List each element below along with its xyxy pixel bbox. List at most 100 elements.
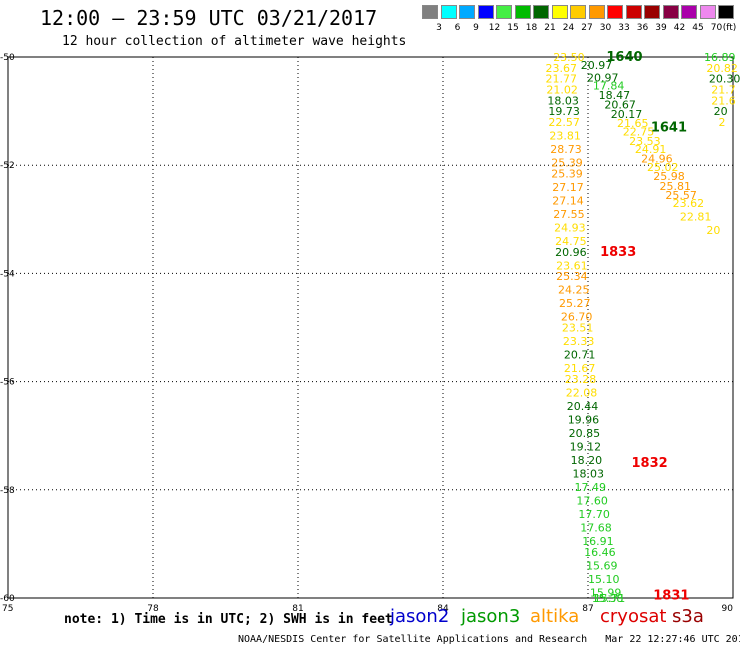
swh-value: 20.30 bbox=[709, 73, 740, 86]
swh-value: 21.7 bbox=[711, 83, 736, 96]
swh-value: 19.73 bbox=[548, 105, 580, 118]
swh-value: 25.34 bbox=[556, 270, 588, 283]
swh-value: 23.33 bbox=[563, 335, 595, 348]
swh-value: 24.91 bbox=[635, 143, 667, 156]
swh-value: 23.51 bbox=[562, 322, 594, 335]
legend-label: 3 bbox=[436, 23, 442, 33]
legend-label: 21 bbox=[544, 23, 556, 33]
swh-value: 24.96 bbox=[641, 153, 673, 166]
chart-subtitle: 12 hour collection of altimeter wave hei… bbox=[62, 34, 407, 49]
legend-swatch bbox=[588, 5, 605, 19]
swh-value: 16.91 bbox=[582, 535, 614, 548]
swh-value: 27.14 bbox=[552, 194, 584, 207]
swh-value: 21.6 bbox=[711, 94, 736, 107]
legend-label: 6 bbox=[454, 23, 461, 33]
swh-value: 21.67 bbox=[564, 362, 596, 375]
swh-value: 20.85 bbox=[569, 427, 601, 440]
legend-swatch bbox=[459, 5, 475, 19]
swh-value: 16.46 bbox=[584, 546, 616, 559]
swh-value: 23.53 bbox=[629, 135, 661, 148]
y-tick-label: -50 bbox=[0, 53, 15, 63]
legend-swatch bbox=[607, 5, 623, 19]
swh-value: 23.81 bbox=[549, 129, 581, 142]
satellite-label-cryosat: cryosat bbox=[600, 606, 667, 627]
swh-value: 24.25 bbox=[558, 284, 590, 297]
swh-value: 20.71 bbox=[564, 349, 596, 362]
swh-value: 23.62 bbox=[673, 197, 705, 210]
swh-value: 20 bbox=[706, 224, 720, 237]
swh-value: 16.89 bbox=[704, 51, 736, 64]
x-tick-label: 87 bbox=[582, 604, 593, 614]
swh-value: 25.81 bbox=[660, 180, 692, 193]
swh-value: 26.70 bbox=[561, 311, 593, 324]
swh-value: 18.03 bbox=[573, 468, 605, 481]
legend-label: 33 bbox=[618, 23, 630, 33]
swh-value: 21.65 bbox=[617, 117, 649, 130]
legend-unit: (ft) bbox=[722, 23, 737, 33]
swh-value: 22.57 bbox=[548, 116, 580, 129]
swh-value: 20.97 bbox=[581, 59, 613, 72]
x-tick-label: 90 bbox=[722, 604, 734, 614]
swh-value: 18.20 bbox=[571, 454, 603, 467]
swh-value: 19.12 bbox=[570, 441, 602, 454]
swh-value: 15.10 bbox=[588, 573, 620, 586]
legend-swatch bbox=[496, 5, 512, 19]
swh-value: 18.03 bbox=[547, 94, 579, 107]
y-tick-label: -58 bbox=[0, 486, 15, 496]
swh-value: 20 bbox=[714, 105, 728, 118]
legend-label: 18 bbox=[525, 23, 538, 33]
legend-label: 27 bbox=[581, 23, 593, 33]
legend-label: 30 bbox=[599, 23, 612, 33]
swh-value: 15.99 bbox=[590, 587, 622, 600]
swh-value: 21.02 bbox=[546, 83, 578, 96]
legend-swatch bbox=[681, 5, 697, 19]
legend-swatch bbox=[718, 5, 734, 19]
swh-value: 18.47 bbox=[599, 89, 631, 102]
x-tick-label: 81 bbox=[292, 604, 303, 614]
swh-value: 22.81 bbox=[680, 211, 712, 224]
pass-time-label: 1833 bbox=[600, 245, 636, 260]
legend-swatch bbox=[551, 5, 568, 19]
y-tick-label: -54 bbox=[0, 269, 15, 279]
swh-value: 20.17 bbox=[611, 108, 643, 121]
legend-label: 36 bbox=[636, 23, 649, 33]
pass-time-label: 1640 bbox=[606, 50, 642, 65]
x-tick-label: 75 bbox=[2, 604, 13, 614]
swh-value: 23.50 bbox=[553, 51, 585, 64]
legend-swatch bbox=[699, 5, 716, 19]
swh-value: 20.96 bbox=[555, 246, 587, 259]
satellite-label-s3a: s3a bbox=[672, 606, 704, 627]
swh-value: 20.44 bbox=[567, 400, 599, 413]
swh-value: 20.67 bbox=[604, 99, 636, 112]
plot-frame bbox=[7, 56, 734, 599]
swh-value: 25.98 bbox=[653, 170, 685, 183]
legend-label: 24 bbox=[562, 23, 575, 33]
swh-value: 25.39 bbox=[551, 156, 583, 169]
swh-value: 17.70 bbox=[578, 508, 610, 521]
legend-label: 39 bbox=[655, 23, 667, 33]
swh-value: 21.77 bbox=[545, 73, 577, 86]
satellite-label-jason3: jason3 bbox=[461, 606, 521, 627]
swh-value: 20.82 bbox=[706, 62, 738, 75]
footer-credit: NOAA/NESDIS Center for Satellite Applica… bbox=[238, 634, 740, 645]
swh-value: 17.60 bbox=[576, 495, 608, 508]
swh-value: 27.17 bbox=[552, 181, 584, 194]
legend-label: 15 bbox=[507, 23, 519, 33]
swh-value: 22.75 bbox=[623, 126, 655, 139]
legend-label: 12 bbox=[488, 23, 501, 33]
swh-value: 15.71 bbox=[594, 592, 626, 605]
swh-value: 22.08 bbox=[566, 386, 598, 399]
legend-label: 70 bbox=[710, 23, 723, 33]
legend-label: 42 bbox=[673, 23, 686, 33]
swh-value: 24.93 bbox=[554, 221, 586, 234]
y-tick-label: -60 bbox=[0, 594, 15, 604]
x-tick-label: 84 bbox=[437, 604, 449, 614]
pass-time-label: 1831 bbox=[653, 588, 689, 603]
chart-title: 12:00 — 23:59 UTC 03/21/2017 bbox=[40, 6, 378, 30]
legend-swatch bbox=[422, 5, 438, 19]
swh-value: 20.97 bbox=[587, 72, 619, 85]
legend-swatch bbox=[644, 5, 660, 19]
x-tick-label: 78 bbox=[147, 604, 159, 614]
swh-value: 23.61 bbox=[556, 259, 588, 272]
